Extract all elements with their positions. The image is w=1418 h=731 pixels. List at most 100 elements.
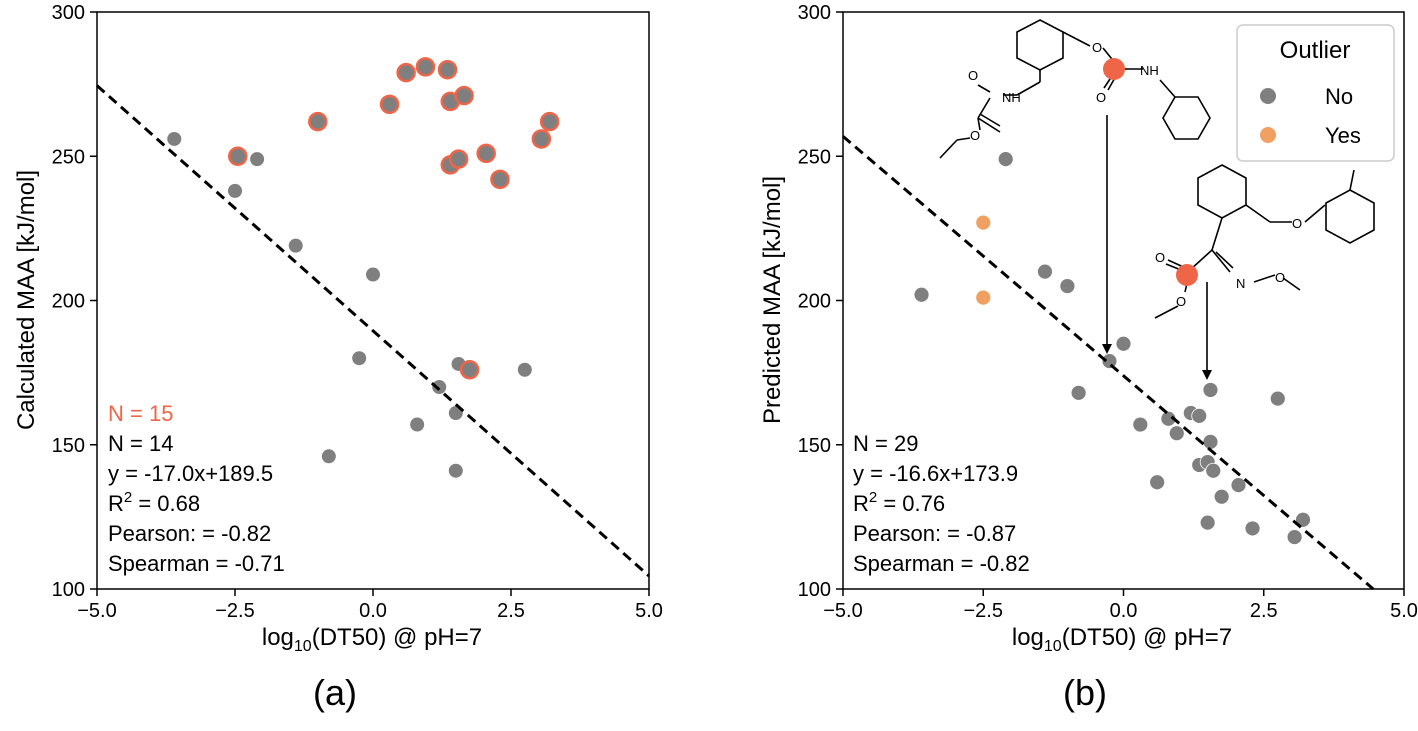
outlier-point xyxy=(454,85,474,106)
mol2-atom-o: O xyxy=(1176,294,1186,309)
panel-b-stat-fit: y = -16.6x+173.9 xyxy=(853,461,1018,486)
panel-a-label: (a) xyxy=(313,672,357,713)
panel-b-stat-pearson: Pearson: = -0.87 xyxy=(853,521,1016,546)
outlier-point xyxy=(476,143,496,164)
y-tick-label: 150 xyxy=(52,435,85,457)
panel-b-y-axis-label: Predicted MAA [kJ/mol] xyxy=(759,176,786,424)
y-tick-label: 300 xyxy=(798,2,831,24)
data-point-no xyxy=(1115,335,1132,352)
x-tick-label: 2.5 xyxy=(497,600,525,622)
x-tick-label: 5.0 xyxy=(1390,600,1418,622)
mol1-atom-o: O xyxy=(1092,40,1102,55)
x-tick-label: 5.0 xyxy=(635,600,663,622)
molecule-2-structure xyxy=(1154,164,1375,319)
data-point-no xyxy=(1205,462,1222,479)
data-point xyxy=(167,131,182,146)
molecule-1-atoms: O NH O O NH O xyxy=(968,40,1159,143)
data-point xyxy=(448,406,463,421)
panel-b-points xyxy=(913,151,1311,545)
mol1-atom-o: O xyxy=(968,68,978,83)
data-point xyxy=(410,417,425,432)
panel-a-x-axis-label: log10(DT50) @ pH=7 xyxy=(262,624,482,655)
panel-a-y-ticks: 100 150 200 250 300 xyxy=(52,2,97,601)
panel-a-stat-n-outlier: N = 15 xyxy=(108,401,173,426)
molecule-1-structure xyxy=(939,19,1211,159)
panel-b-stats: N = 29 y = -16.6x+173.9 R2 = 0.76 Pearso… xyxy=(853,431,1030,576)
data-point xyxy=(448,463,463,478)
data-point-no xyxy=(1244,520,1261,537)
outlier-point xyxy=(308,111,328,132)
panel-a-x-ticks: −5.0 −2.5 0.0 2.5 5.0 xyxy=(77,589,663,622)
data-point-no xyxy=(1191,407,1208,424)
panel-a-fit-line xyxy=(96,84,650,578)
data-point-no xyxy=(1132,416,1149,433)
panel-b-x-axis-label: log10(DT50) @ pH=7 xyxy=(1012,624,1232,655)
mol1-atom-o: O xyxy=(970,128,980,143)
legend-marker-yes xyxy=(1260,127,1276,143)
data-point-no xyxy=(1286,529,1303,545)
mol2-atom-o: O xyxy=(1275,270,1285,285)
mol1-atom-nh: NH xyxy=(1140,63,1159,78)
outlier-point xyxy=(490,169,510,190)
data-point xyxy=(517,362,532,377)
mol2-atom-n: N xyxy=(1236,276,1245,291)
legend-title: Outlier xyxy=(1280,37,1351,64)
y-tick-label: 150 xyxy=(798,435,831,457)
x-tick-label: 0.0 xyxy=(359,600,387,622)
y-tick-label: 200 xyxy=(798,291,831,313)
y-tick-label: 200 xyxy=(52,291,85,313)
molecule-2-highlight xyxy=(1176,264,1198,286)
panel-a-stat-pearson: Pearson: = -0.82 xyxy=(108,521,271,546)
y-tick-label: 300 xyxy=(52,2,85,24)
data-point-no xyxy=(913,286,930,303)
outlier-point xyxy=(379,94,400,115)
data-point-no xyxy=(1213,488,1230,505)
x-tick-label: −5.0 xyxy=(77,600,116,622)
mol2-atom-o: O xyxy=(1155,250,1165,265)
x-tick-label: −2.5 xyxy=(964,600,1003,622)
data-point xyxy=(366,267,380,282)
outlier-point xyxy=(539,111,560,132)
x-tick-label: 0.0 xyxy=(1110,600,1138,622)
data-point xyxy=(288,238,303,253)
data-point-no xyxy=(1295,511,1311,528)
x-tick-label: −2.5 xyxy=(215,600,254,622)
data-point-no xyxy=(1070,384,1087,401)
panel-b-stat-n: N = 29 xyxy=(853,431,918,456)
molecule-2-atoms: O O O N O xyxy=(1155,216,1302,309)
panel-b-fit-line xyxy=(842,135,1375,591)
panel-b-x-ticks: −5.0 −2.5 0.0 2.5 5.0 xyxy=(823,589,1418,622)
panel-a-points xyxy=(167,131,532,478)
outlier-point xyxy=(437,59,458,80)
y-tick-label: 250 xyxy=(52,146,85,168)
data-point-no xyxy=(1202,433,1219,450)
outlier-point xyxy=(415,57,436,77)
data-point-no xyxy=(1037,263,1053,280)
data-point xyxy=(250,152,265,167)
outlier-point xyxy=(396,62,416,83)
y-tick-label: 250 xyxy=(798,146,831,168)
data-point-no xyxy=(1149,474,1166,491)
y-tick-label: 100 xyxy=(52,579,85,601)
panel-a-stat-n: N = 14 xyxy=(108,431,173,456)
mol1-atom-nh: NH xyxy=(1002,90,1021,105)
y-tick-label: 100 xyxy=(798,579,831,601)
panel-a: −5.0 −2.5 0.0 2.5 5.0 100 150 200 250 300 Calcul… xyxy=(13,2,663,713)
data-point-no xyxy=(1202,382,1219,398)
data-point xyxy=(321,449,336,464)
data-point xyxy=(432,380,447,395)
panel-a-stats: N = 15 N = 14 y = -17.0x+189.5 R2 = 0.68… xyxy=(108,401,285,576)
outlier-point xyxy=(228,146,248,166)
panel-a-y-axis-label: Calculated MAA [kJ/mol] xyxy=(13,170,40,430)
molecule-1-highlight xyxy=(1103,58,1125,80)
panel-b-y-ticks: 100 150 200 250 300 xyxy=(798,2,843,601)
mol1-atom-o: O xyxy=(1096,90,1106,105)
panel-b-label: (b) xyxy=(1063,672,1107,713)
x-tick-label: −5.0 xyxy=(823,600,862,622)
mol2-atom-o: O xyxy=(1292,216,1302,231)
outlier-point xyxy=(531,129,552,149)
legend-label-yes: Yes xyxy=(1325,123,1361,148)
data-point-no xyxy=(1230,477,1247,494)
data-point-no xyxy=(1269,390,1286,407)
panel-a-stat-r2: R2 = 0.68 xyxy=(108,489,200,516)
